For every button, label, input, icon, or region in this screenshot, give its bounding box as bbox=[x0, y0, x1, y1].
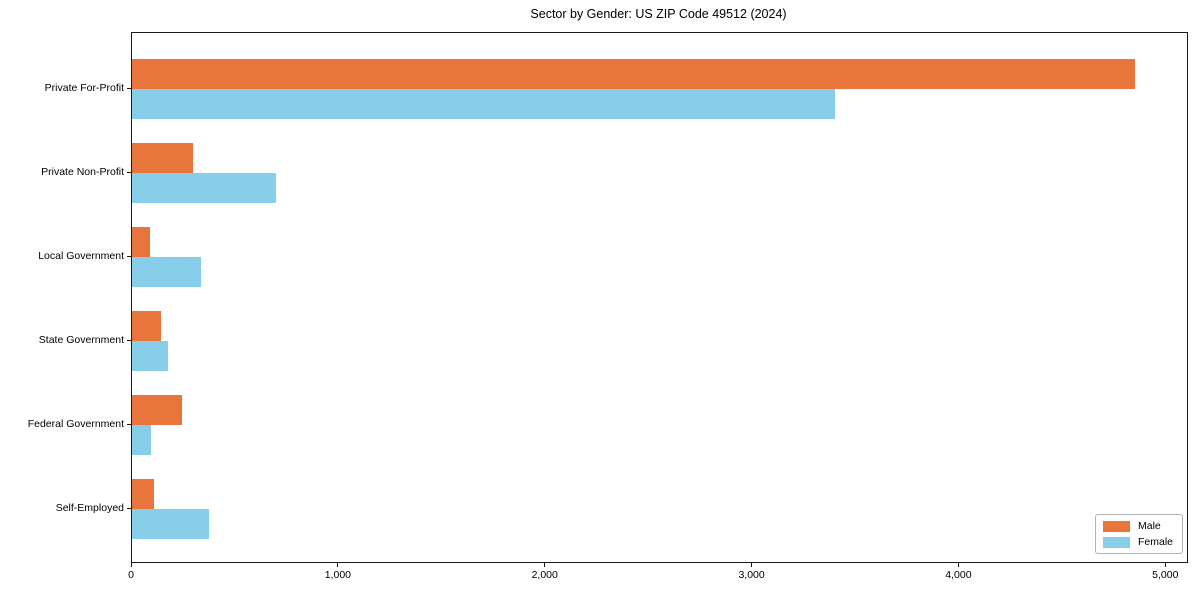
x-tick-label-5: 5,000 bbox=[1152, 569, 1179, 581]
bar-male-5 bbox=[132, 479, 154, 509]
legend-item-female: Female bbox=[1102, 536, 1173, 548]
x-tick-mark bbox=[130, 563, 132, 567]
y-tick-mark bbox=[127, 255, 131, 257]
category-label-4: Federal Government bbox=[27, 418, 124, 430]
bar-female-4 bbox=[132, 425, 151, 455]
bar-male-1 bbox=[132, 143, 193, 173]
plot-area: Male Female bbox=[131, 32, 1188, 563]
bar-female-5 bbox=[132, 509, 209, 539]
legend-item-male: Male bbox=[1102, 520, 1173, 532]
y-tick-mark bbox=[127, 507, 131, 509]
chart-title: Sector by Gender: US ZIP Code 49512 (202… bbox=[530, 7, 787, 21]
bar-male-3 bbox=[132, 311, 161, 341]
bar-male-0 bbox=[132, 59, 1136, 89]
x-tick-mark bbox=[957, 563, 959, 567]
y-tick-mark bbox=[127, 423, 131, 425]
y-tick-mark bbox=[127, 339, 131, 341]
x-tick-label-4: 4,000 bbox=[945, 569, 972, 581]
category-label-3: State Government bbox=[38, 334, 124, 346]
x-tick-mark bbox=[751, 563, 753, 567]
male-swatch bbox=[1102, 520, 1130, 532]
female-swatch bbox=[1102, 536, 1130, 548]
category-label-0: Private For-Profit bbox=[44, 82, 124, 94]
legend: Male Female bbox=[1094, 514, 1183, 554]
x-tick-label-3: 3,000 bbox=[738, 569, 765, 581]
bar-female-3 bbox=[132, 341, 169, 371]
x-tick-label-2: 2,000 bbox=[531, 569, 558, 581]
bar-female-2 bbox=[132, 257, 202, 287]
bar-male-2 bbox=[132, 227, 150, 257]
x-tick-label-0: 0 bbox=[128, 569, 134, 581]
category-label-2: Local Government bbox=[38, 250, 124, 262]
y-tick-mark bbox=[127, 171, 131, 173]
x-tick-mark bbox=[1164, 563, 1166, 567]
x-tick-mark bbox=[337, 563, 339, 567]
bars-layer bbox=[132, 33, 1187, 562]
y-tick-mark bbox=[127, 87, 131, 89]
legend-label-female: Female bbox=[1137, 536, 1173, 548]
bar-male-4 bbox=[132, 395, 182, 425]
x-tick-label-1: 1,000 bbox=[324, 569, 351, 581]
bar-female-0 bbox=[132, 89, 836, 119]
category-label-5: Self-Employed bbox=[55, 502, 124, 514]
category-label-1: Private Non-Profit bbox=[41, 166, 124, 178]
x-tick-mark bbox=[544, 563, 546, 567]
bar-female-1 bbox=[132, 173, 276, 203]
legend-label-male: Male bbox=[1137, 520, 1161, 532]
